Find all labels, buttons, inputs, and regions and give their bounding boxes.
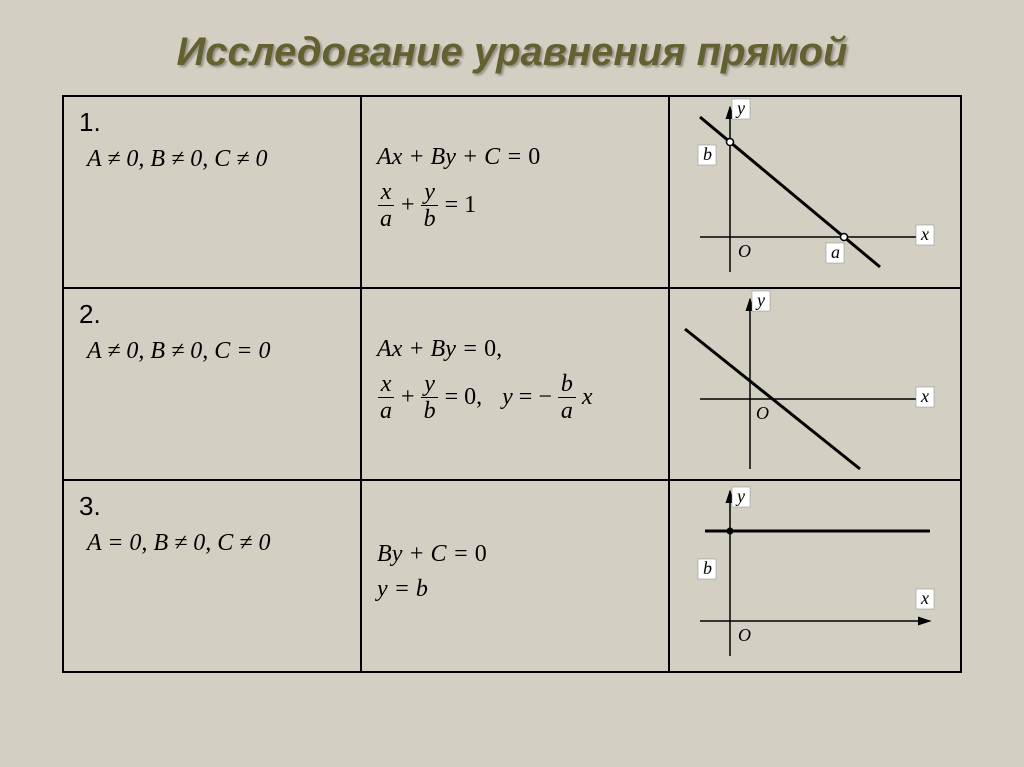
svg-text:y: y [735,98,745,118]
graph-cell: y x O [670,289,960,479]
equation-line: By + C = 0 [377,541,653,568]
table-row: 3. A = 0, B ≠ 0, C ≠ 0 By + C = 0 y = b … [64,481,960,671]
svg-text:x: x [920,224,929,244]
condition-cell: 2. A ≠ 0, B ≠ 0, C = 0 [64,289,362,479]
equation-line: Ax + By + C = 0 [377,144,653,171]
equation-line: Ax + By = 0, [377,336,653,363]
graph-intercept: y x O b a [670,97,960,287]
svg-text:y: y [755,290,765,310]
condition-text: A ≠ 0, B ≠ 0, C ≠ 0 [87,146,345,173]
svg-text:O: O [756,403,769,423]
graph-cell: y x O b [670,481,960,671]
svg-text:b: b [703,144,712,164]
cases-table: 1. A ≠ 0, B ≠ 0, C ≠ 0 Ax + By + C = 0 x… [62,95,962,673]
row-number: 2. [79,299,345,330]
graph-cell: y x O b a [670,97,960,287]
condition-text: A ≠ 0, B ≠ 0, C = 0 [87,338,345,365]
equation-line: xa + yb = 0, y= − ba x [377,371,653,425]
svg-text:y: y [735,486,745,506]
svg-text:x: x [920,386,929,406]
equation-line: xa + yb = 1 [377,179,653,233]
svg-text:x: x [920,588,929,608]
table-row: 1. A ≠ 0, B ≠ 0, C ≠ 0 Ax + By + C = 0 x… [64,97,960,289]
table-row: 2. A ≠ 0, B ≠ 0, C = 0 Ax + By = 0, xa +… [64,289,960,481]
condition-cell: 1. A ≠ 0, B ≠ 0, C ≠ 0 [64,97,362,287]
svg-text:O: O [738,625,751,645]
graph-horizontal: y x O b [670,481,960,671]
condition-text: A = 0, B ≠ 0, C ≠ 0 [87,530,345,557]
equation-line: y = b [377,576,653,603]
row-number: 1. [79,107,345,138]
graph-origin: y x O [670,289,960,479]
svg-text:a: a [831,242,840,262]
row-number: 3. [79,491,345,522]
equation-cell: Ax + By = 0, xa + yb = 0, y= − ba x [362,289,670,479]
condition-cell: 3. A = 0, B ≠ 0, C ≠ 0 [64,481,362,671]
slide-title: Исследование уравнения прямой [177,30,848,75]
equation-cell: Ax + By + C = 0 xa + yb = 1 [362,97,670,287]
equation-cell: By + C = 0 y = b [362,481,670,671]
svg-text:b: b [703,558,712,578]
svg-text:O: O [738,241,751,261]
